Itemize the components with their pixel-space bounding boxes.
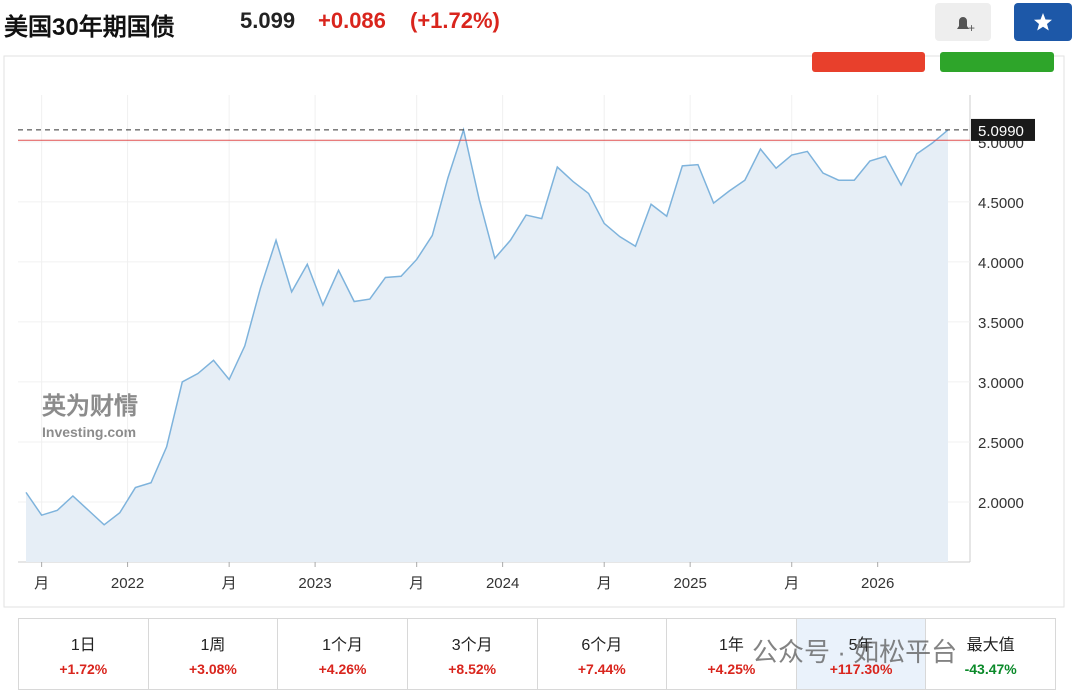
period-tab[interactable]: 1周 +3.08% [149, 619, 279, 689]
sell-button[interactable] [812, 52, 925, 72]
alert-button[interactable]: + [935, 3, 991, 41]
x-tick-label: 月 [784, 575, 799, 592]
tab-change: +3.08% [189, 661, 237, 677]
watermark-brand: 英为财情 [42, 393, 138, 420]
y-tick-label: 2.0000 [978, 495, 1024, 512]
tab-period: 3个月 [451, 637, 493, 654]
y-tick-label: 4.5000 [978, 195, 1024, 212]
change-pct: (+1.72%) [410, 8, 500, 33]
bell-icon: + [957, 17, 975, 35]
price: 5.099 [240, 8, 296, 33]
x-tick-label: 月 [222, 575, 237, 592]
tab-change: +7.44% [577, 661, 626, 677]
title: 美国30年期国债 [4, 14, 175, 41]
period-tab[interactable]: 6个月 +7.44% [538, 619, 668, 689]
tab-change: +117.30% [829, 661, 893, 677]
y-tick-label: 3.0000 [978, 375, 1024, 392]
tab-change: +4.26% [318, 661, 367, 677]
tab-period: 1个月 [322, 637, 364, 654]
x-tick-label: 2023 [298, 575, 331, 592]
svg-text:+: + [968, 21, 975, 35]
tab-change: +4.25% [707, 661, 756, 677]
period-tabs: 1日 +1.72% 1周 +3.08% 1个月 +4.26% 3个月 +8.52% 6个月 +7.… [18, 618, 1056, 690]
y-tick-label: 4.0000 [978, 255, 1024, 272]
current-label-bg [971, 118, 1035, 141]
change: +0.086 [318, 8, 386, 33]
y-tick-label: 3.5000 [978, 315, 1024, 332]
watchlist-button[interactable] [1014, 3, 1072, 41]
star-icon [1034, 13, 1052, 31]
x-tick-label: 2022 [111, 575, 144, 592]
x-tick-label: 月 [409, 575, 424, 592]
period-tab[interactable]: 1个月 +4.26% [278, 619, 408, 689]
chart: 英为财情 Investing.com 2.0000 2.5000 3.0000 3.5… [3, 52, 1065, 608]
header: 美国30年期国债 5.099 +0.086 (+1.72%) + [0, 0, 1080, 50]
period-tab[interactable]: 1年 +4.25% [667, 619, 797, 689]
period-tab[interactable]: 3个月 +8.52% [408, 619, 538, 689]
x-tick-label: 2026 [861, 575, 894, 592]
tab-period: 1日 [70, 637, 96, 654]
tab-change: +1.72% [59, 661, 108, 677]
chart-frame [3, 55, 1065, 608]
period-tab[interactable]: 5年 +117.30% [796, 619, 927, 689]
tab-period: 5年 [848, 637, 874, 654]
line [25, 126, 949, 526]
period-tab[interactable]: 1日 +1.72% [19, 619, 149, 689]
tab-change: +8.52% [448, 661, 497, 677]
area-fill [26, 129, 948, 562]
tab-change: -43.47% [964, 661, 1017, 677]
x-tick-label: 2024 [486, 575, 519, 592]
watermark-site: Investing.com [42, 424, 136, 440]
tab-period: 1年 [718, 637, 744, 654]
x-tick-label: 2025 [673, 575, 706, 592]
tab-period: 1周 [200, 637, 226, 654]
overlay-watermark: 公众号 · 如松平台 [752, 637, 958, 667]
current-label: 5.0990 [978, 123, 1024, 140]
x-tick-label: 月 [34, 575, 49, 592]
y-tick-label: 2.5000 [978, 435, 1024, 452]
buy-button[interactable] [940, 52, 1054, 72]
x-tick-label: 月 [597, 575, 612, 592]
tab-period: 最大值 [966, 637, 1015, 654]
tab-period: 6个月 [581, 637, 623, 654]
period-tab[interactable]: 最大值 -43.47% [926, 619, 1055, 689]
